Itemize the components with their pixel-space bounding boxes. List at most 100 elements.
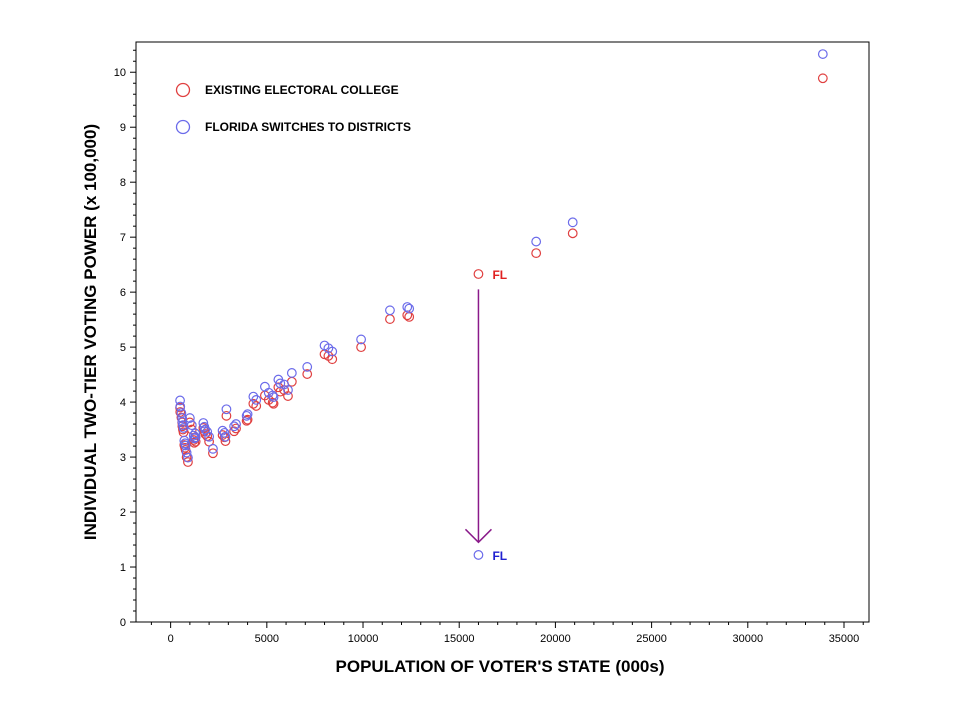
data-point — [231, 423, 241, 434]
data-point — [356, 334, 366, 345]
data-point — [385, 305, 395, 316]
data-point — [567, 228, 578, 239]
data-point — [241, 415, 252, 426]
data-point — [404, 303, 415, 314]
y-tick-label: 1 — [120, 562, 126, 574]
data-point — [177, 413, 188, 423]
data-point — [231, 419, 241, 429]
data-point — [327, 354, 338, 365]
data-point — [283, 391, 293, 401]
data-point — [184, 417, 195, 428]
x-axis-title: POPULATION OF VOTER'S STATE (000s) — [336, 657, 665, 676]
drop-arrow-head — [464, 528, 492, 544]
x-tick-label: 10000 — [348, 633, 379, 645]
data-point — [183, 457, 193, 467]
data-point — [302, 369, 313, 379]
data-point — [531, 248, 542, 259]
fl-label-existing: FL — [492, 268, 507, 282]
x-tick-label: 35000 — [829, 633, 860, 645]
data-point — [190, 432, 201, 443]
y-axis-title: INDIVIDUAL TWO-TIER VOTING POWER (x 100,… — [81, 124, 100, 540]
legend-label-florida: FLORIDA SWITCHES TO DISTRICTS — [205, 120, 411, 134]
data-point — [267, 390, 278, 401]
x-tick-label: 25000 — [636, 633, 667, 645]
data-point — [229, 426, 240, 437]
data-point — [175, 395, 185, 406]
fl-label-districts: FL — [492, 549, 507, 563]
data-point — [198, 418, 209, 428]
data-point — [181, 447, 192, 458]
x-tick-label: 0 — [168, 633, 174, 645]
x-axis-ticks: 0 5000 10000 15000 20000 25000 30000 35000 — [150, 622, 864, 645]
data-point — [208, 443, 218, 454]
data-point — [817, 73, 828, 84]
legend-marker-florida — [175, 119, 191, 135]
data-point — [217, 430, 228, 440]
data-point — [221, 410, 232, 421]
data-point — [268, 392, 279, 403]
data-point — [275, 378, 286, 389]
data-point — [220, 431, 231, 442]
data-point — [186, 420, 197, 431]
data-point — [229, 421, 240, 432]
data-point — [531, 236, 542, 247]
legend: EXISTING ELECTORAL COLLEGE FLORIDA SWITC… — [175, 82, 411, 135]
data-point — [208, 448, 218, 459]
data-point — [242, 414, 253, 425]
data-point — [251, 394, 262, 405]
data-point — [567, 217, 578, 228]
legend-label-existing: EXISTING ELECTORAL COLLEGE — [205, 83, 399, 97]
plot-area-frame — [135, 41, 870, 623]
data-point — [267, 397, 278, 408]
data-point — [189, 437, 200, 448]
data-points — [175, 49, 828, 560]
data-point — [175, 407, 186, 417]
data-point — [217, 425, 228, 436]
annotations: FL FL — [464, 268, 507, 563]
data-point — [183, 452, 193, 463]
y-tick-label: 7 — [120, 232, 126, 244]
y-tick-label: 6 — [120, 287, 126, 299]
data-point — [302, 362, 313, 372]
legend-marker-existing — [175, 82, 191, 98]
data-point — [473, 269, 484, 279]
data-point — [402, 302, 413, 312]
data-point — [190, 428, 201, 439]
data-point — [189, 433, 200, 444]
data-point — [219, 427, 230, 438]
y-axis-ticks: 0 1 2 3 4 5 6 7 8 9 10 — [114, 49, 136, 629]
x-tick-label: 30000 — [732, 633, 763, 645]
y-tick-label: 2 — [120, 507, 126, 519]
data-point — [283, 385, 293, 395]
series-florida-districts — [175, 49, 828, 560]
data-point — [175, 401, 186, 412]
y-tick-label: 10 — [114, 67, 126, 79]
data-point — [184, 413, 195, 423]
data-point — [177, 416, 188, 427]
y-tick-label: 4 — [120, 397, 126, 409]
data-point — [242, 409, 253, 420]
y-tick-label: 8 — [120, 177, 126, 189]
data-point — [356, 342, 366, 353]
data-point — [473, 550, 484, 560]
y-tick-label: 9 — [120, 122, 126, 134]
data-point — [327, 346, 338, 357]
data-point — [221, 404, 232, 415]
data-point — [286, 368, 297, 378]
y-tick-label: 0 — [120, 617, 126, 629]
y-tick-label: 5 — [120, 342, 126, 354]
data-point — [817, 49, 828, 59]
x-tick-label: 15000 — [444, 633, 475, 645]
data-point — [202, 426, 213, 437]
y-tick-label: 3 — [120, 452, 126, 464]
data-point — [248, 391, 259, 402]
x-tick-label: 5000 — [255, 633, 279, 645]
data-point — [204, 431, 215, 442]
x-tick-label: 20000 — [540, 633, 571, 645]
data-point — [180, 440, 191, 451]
data-point — [241, 410, 252, 421]
data-point — [251, 401, 262, 411]
